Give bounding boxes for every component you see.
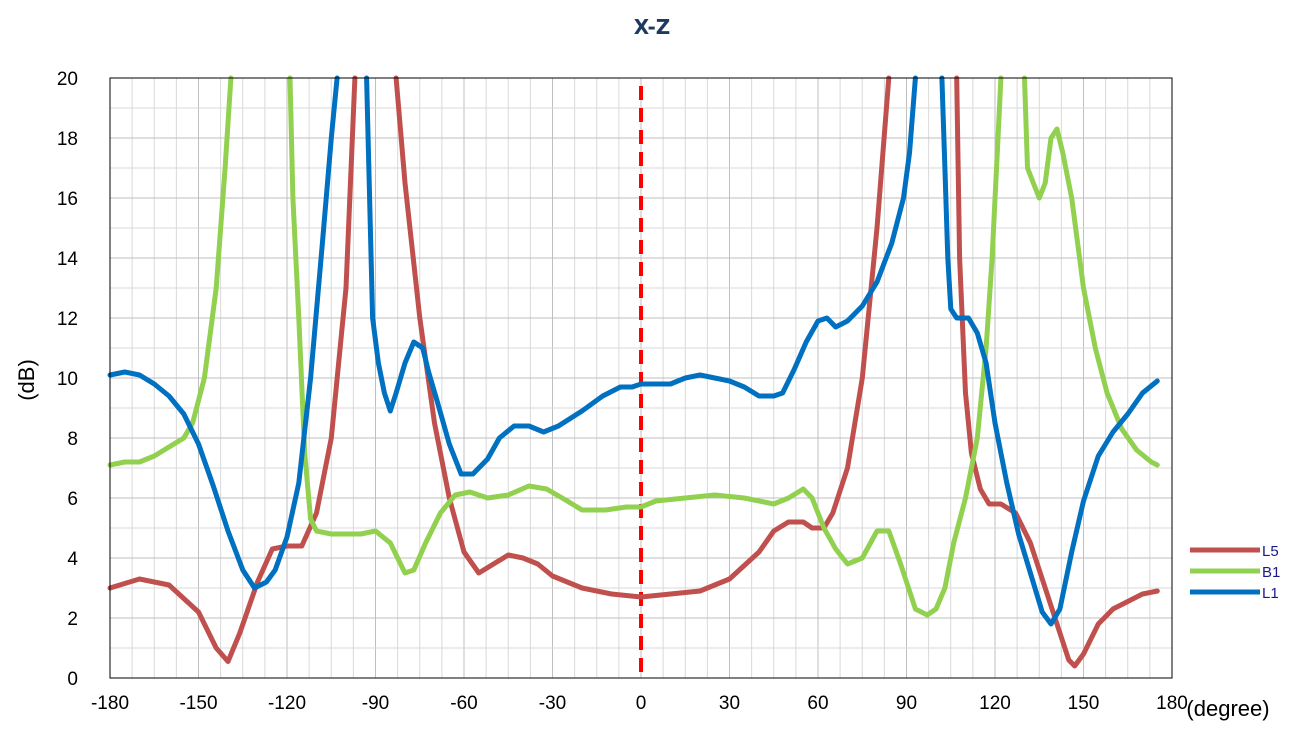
y-tick-label: 0 [67,669,78,690]
y-tick-label: 4 [67,549,78,570]
x-tick-label: 180 [1156,693,1188,714]
x-tick-label: 120 [979,693,1011,714]
chart-title: X-Z [634,15,671,39]
x-tick-label: 30 [719,693,740,714]
series-line-b1 [107,75,1160,618]
legend-label-l1: L1 [1262,585,1279,602]
y-tick-label: 12 [57,309,78,330]
legend-label-l5: L5 [1262,543,1279,560]
x-tick-label: -60 [450,693,477,714]
x-tick-label: -30 [539,693,566,714]
series-lines [107,75,1160,669]
y-tick-label: 2 [67,609,78,630]
x-tick-labels: -180 -150 -120 -90 -60 -30 0 30 60 90 120 150 180 [91,693,1188,714]
y-tick-labels: 0 2 4 6 8 10 12 14 16 18 20 [57,69,79,690]
x-tick-label: 90 [896,693,917,714]
x-tick-label: 0 [636,693,647,714]
y-tick-label: 8 [67,429,78,450]
x-tick-label: 60 [807,693,828,714]
y-axis-label: (dB) [14,359,39,401]
plot-border [109,77,1173,679]
x-tick-label: -90 [362,693,389,714]
y-tick-label: 14 [57,249,79,270]
y-tick-label: 20 [57,69,78,90]
x-tick-label: -150 [179,693,217,714]
y-tick-label: 6 [67,489,78,510]
x-tick-label: -180 [91,693,129,714]
y-tick-label: 10 [57,369,78,390]
legend: L5 B1 L1 [1190,543,1280,602]
series-line-l5 [107,75,1160,669]
y-tick-label: 16 [57,189,78,210]
series-line-l1 [107,75,1160,627]
x-tick-label: 150 [1068,693,1100,714]
x-tick-label: -120 [268,693,306,714]
y-tick-label: 18 [57,129,78,150]
x-axis-label: (degree) [1186,696,1269,721]
legend-label-b1: B1 [1262,564,1280,581]
